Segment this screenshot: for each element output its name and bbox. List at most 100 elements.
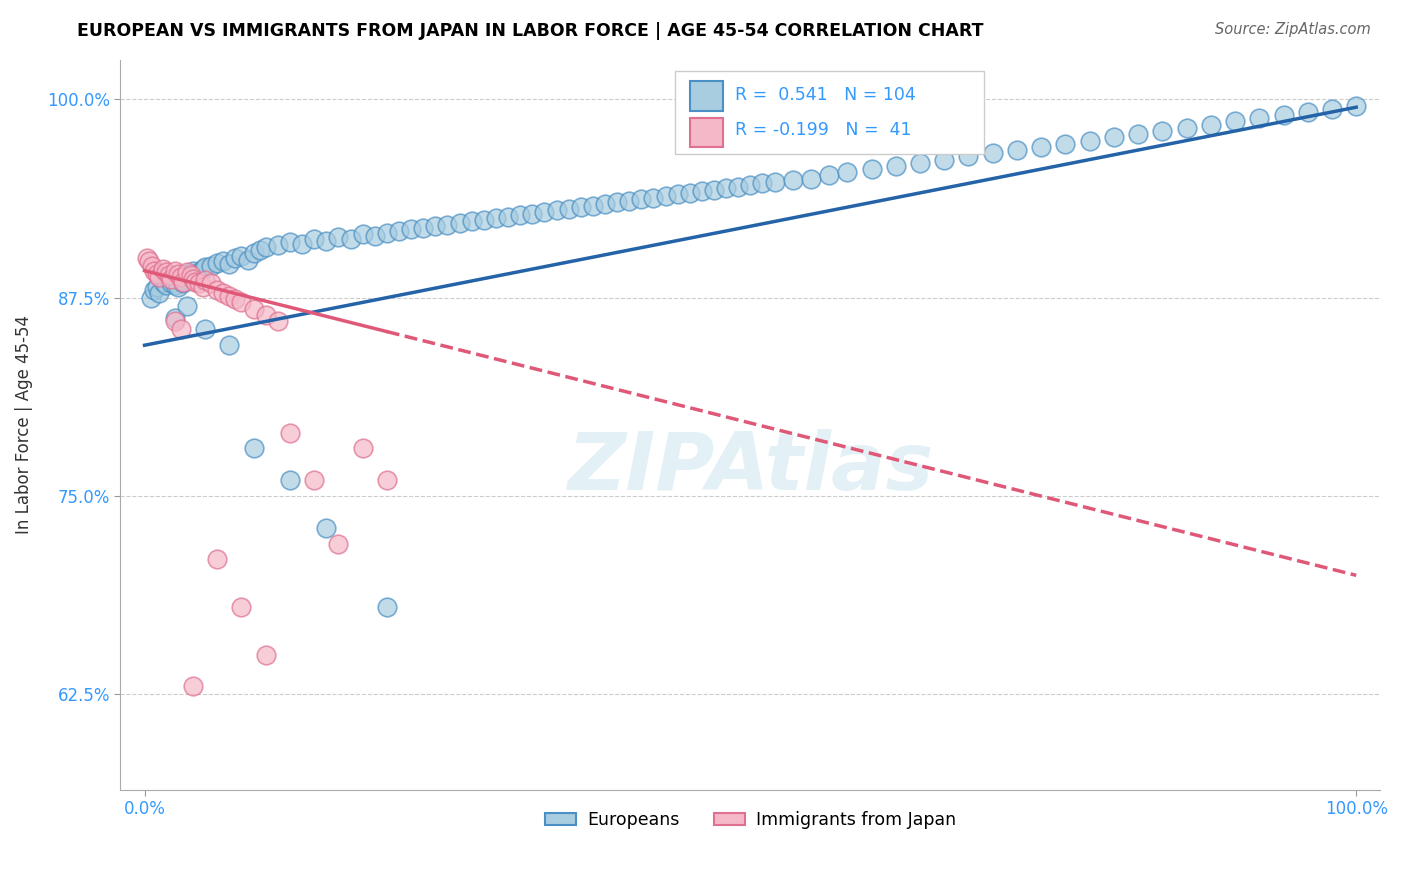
Point — [302, 232, 325, 246]
Point — [449, 216, 471, 230]
Point — [496, 210, 519, 224]
Point — [782, 173, 804, 187]
Text: EUROPEAN VS IMMIGRANTS FROM JAPAN IN LABOR FORCE | AGE 45-54 CORRELATION CHART: EUROPEAN VS IMMIGRANTS FROM JAPAN IN LAB… — [77, 22, 984, 40]
Point — [679, 186, 702, 200]
Point — [170, 322, 193, 336]
Point — [152, 275, 174, 289]
Point — [751, 177, 773, 191]
Point — [399, 222, 422, 236]
Point — [800, 171, 823, 186]
Point — [176, 267, 198, 281]
Point — [163, 311, 186, 326]
Point — [181, 263, 204, 277]
Point — [643, 191, 665, 205]
Point — [231, 600, 253, 615]
Point — [763, 175, 786, 189]
Point — [1102, 130, 1125, 145]
Point — [375, 600, 398, 615]
Point — [231, 295, 253, 310]
Point — [1126, 127, 1149, 141]
Point — [388, 224, 411, 238]
Point — [934, 153, 956, 167]
Point — [200, 277, 222, 291]
Point — [582, 198, 605, 212]
Point — [375, 226, 398, 240]
Point — [619, 194, 641, 208]
Point — [167, 279, 190, 293]
Point — [157, 268, 180, 283]
Point — [630, 192, 652, 206]
Point — [242, 301, 264, 316]
Point — [412, 220, 434, 235]
Point — [152, 262, 174, 277]
Point — [727, 179, 749, 194]
Text: R =  0.541   N = 104: R = 0.541 N = 104 — [735, 86, 915, 103]
Point — [509, 208, 531, 222]
Point — [145, 267, 167, 281]
Point — [143, 263, 166, 277]
Point — [145, 279, 167, 293]
Point — [218, 338, 240, 352]
Point — [1031, 140, 1053, 154]
Point — [254, 240, 277, 254]
Point — [207, 552, 229, 566]
Point — [163, 314, 186, 328]
Point — [364, 228, 387, 243]
Point — [1078, 134, 1101, 148]
Point — [1272, 108, 1295, 122]
Point — [218, 257, 240, 271]
Point — [690, 184, 713, 198]
Legend: Europeans, Immigrants from Japan: Europeans, Immigrants from Japan — [538, 804, 963, 836]
Point — [160, 271, 183, 285]
Point — [181, 680, 204, 694]
Point — [472, 212, 495, 227]
Point — [155, 277, 177, 292]
Point — [163, 263, 186, 277]
Point — [1223, 114, 1246, 128]
Point — [200, 259, 222, 273]
Point — [148, 270, 170, 285]
Point — [654, 189, 676, 203]
Point — [606, 195, 628, 210]
Point — [837, 165, 859, 179]
Point — [714, 181, 737, 195]
Point — [172, 277, 194, 291]
Point — [818, 169, 841, 183]
Point — [180, 270, 202, 285]
Point — [231, 249, 253, 263]
Point — [352, 442, 374, 456]
Point — [1054, 136, 1077, 151]
Point — [138, 254, 160, 268]
Point — [218, 289, 240, 303]
Point — [593, 197, 616, 211]
Point — [188, 265, 211, 279]
Point — [143, 283, 166, 297]
Point — [860, 162, 883, 177]
Point — [302, 473, 325, 487]
Point — [163, 277, 186, 292]
Point — [176, 299, 198, 313]
Point — [212, 254, 235, 268]
Text: ZIPAtlas: ZIPAtlas — [567, 429, 934, 508]
Point — [236, 252, 259, 267]
Point — [160, 277, 183, 291]
Point — [375, 473, 398, 487]
Point — [522, 206, 544, 220]
Point — [170, 270, 193, 285]
Point — [181, 271, 204, 285]
Point — [1005, 143, 1028, 157]
Point — [224, 292, 246, 306]
Point — [981, 146, 1004, 161]
FancyBboxPatch shape — [675, 70, 984, 154]
Point — [207, 283, 229, 297]
Point — [191, 262, 214, 277]
Point — [194, 260, 217, 275]
Point — [740, 178, 762, 192]
Point — [224, 251, 246, 265]
Point — [460, 214, 482, 228]
Point — [884, 159, 907, 173]
Point — [191, 279, 214, 293]
Point — [278, 235, 301, 249]
Bar — [690, 118, 723, 147]
Point — [170, 273, 193, 287]
